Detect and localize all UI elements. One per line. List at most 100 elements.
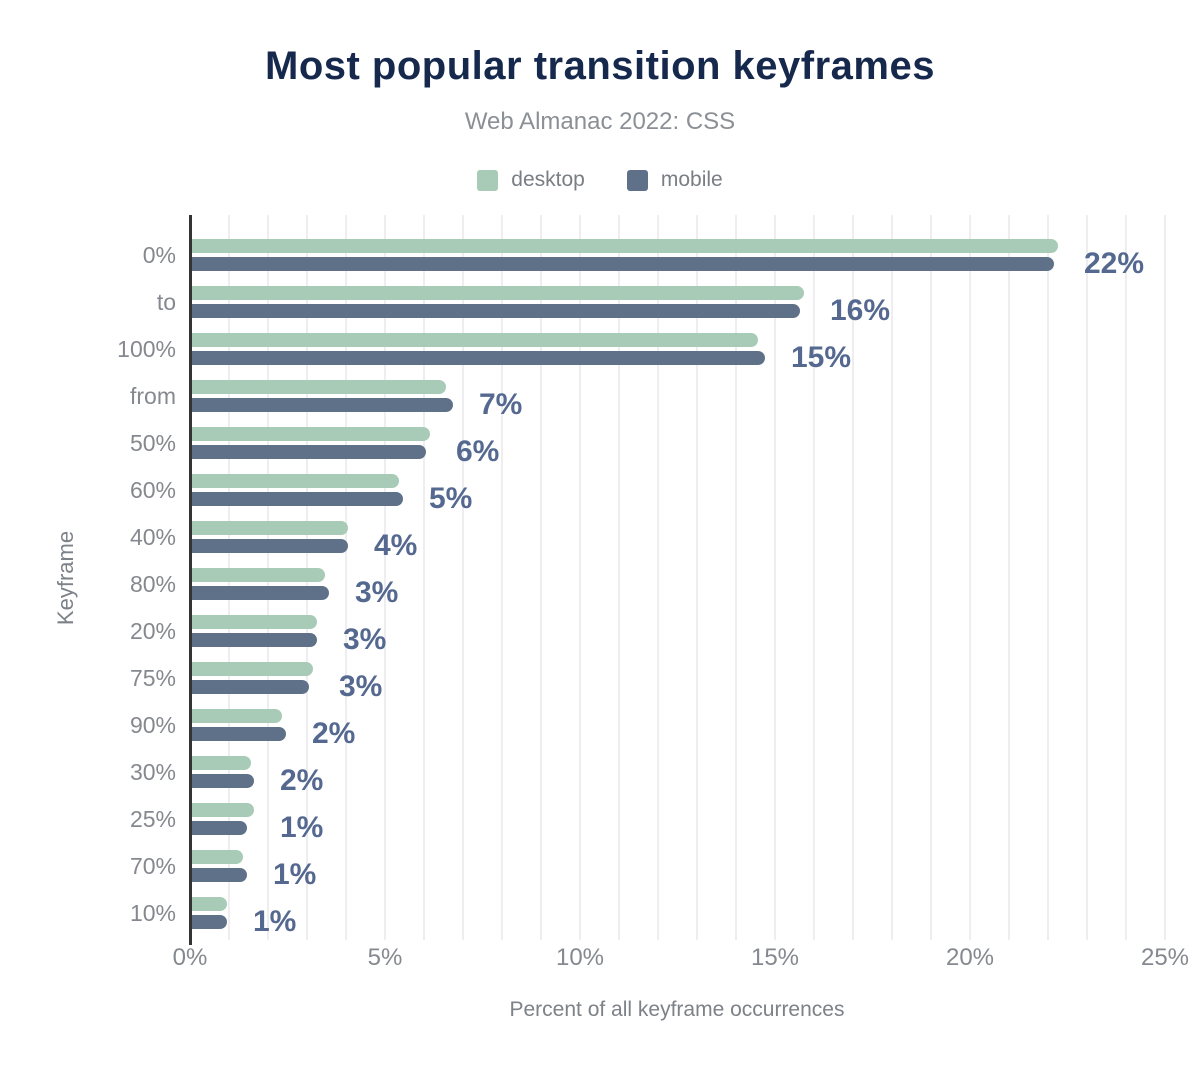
grid-line xyxy=(1047,215,1049,940)
bar-desktop xyxy=(192,286,804,300)
y-tick-label: 70% xyxy=(129,853,176,879)
grid-line xyxy=(735,215,737,940)
bar-mobile xyxy=(192,821,247,835)
bar-mobile xyxy=(192,680,309,694)
bar-desktop xyxy=(192,615,317,629)
bar-desktop xyxy=(192,709,282,723)
x-tick-label: 15% xyxy=(750,944,800,971)
grid-line xyxy=(501,215,503,940)
bar-desktop xyxy=(192,333,758,347)
y-tick-label: 10% xyxy=(129,900,176,926)
grid-line xyxy=(579,215,581,940)
y-tick-label: 80% xyxy=(129,571,176,597)
bar-mobile xyxy=(192,633,317,647)
x-axis-title: Percent of all keyframe occurrences xyxy=(509,998,845,1021)
bar-desktop xyxy=(192,568,325,582)
bar-value-label: 1% xyxy=(273,858,317,891)
x-tick-label: 20% xyxy=(945,944,995,971)
bar-desktop xyxy=(192,521,348,535)
bar-value-label: 6% xyxy=(456,435,500,468)
bar-mobile xyxy=(192,492,403,506)
grid-line xyxy=(813,215,815,940)
grid-line xyxy=(930,215,932,940)
y-tick-label: 30% xyxy=(129,759,176,785)
grid-line xyxy=(1125,215,1127,940)
bar-value-label: 4% xyxy=(374,529,418,562)
grid-line xyxy=(696,215,698,940)
bar-value-label: 7% xyxy=(479,388,523,421)
grid-line xyxy=(423,215,425,940)
grid-line xyxy=(891,215,893,940)
legend-label-mobile: mobile xyxy=(660,168,723,191)
bar-value-label: 1% xyxy=(280,811,324,844)
bar-mobile xyxy=(192,727,286,741)
bar-value-label: 2% xyxy=(312,717,356,750)
bar-mobile xyxy=(192,586,329,600)
chart-subtitle: Web Almanac 2022: CSS xyxy=(464,108,736,135)
bar-desktop xyxy=(192,850,243,864)
bar-mobile xyxy=(192,304,800,318)
legend: desktop mobile xyxy=(0,168,1200,192)
legend-label-desktop: desktop xyxy=(511,168,585,191)
grid-line xyxy=(969,215,971,940)
y-tick-label: to xyxy=(156,289,176,315)
bar-desktop xyxy=(192,380,446,394)
chart-title: Most popular transition keyframes xyxy=(265,44,935,88)
y-tick-label: 100% xyxy=(117,336,176,362)
y-axis-line xyxy=(189,215,192,945)
mobile-swatch-icon xyxy=(626,169,648,191)
x-tick-label: 5% xyxy=(367,944,403,971)
y-tick-label: 60% xyxy=(129,477,176,503)
bar-value-label: 15% xyxy=(791,341,852,374)
y-tick-label: from xyxy=(130,383,176,409)
y-tick-label: 40% xyxy=(129,524,176,550)
bar-value-label: 3% xyxy=(339,670,383,703)
grid-line xyxy=(618,215,620,940)
bar-value-label: 3% xyxy=(343,623,387,656)
grid-line xyxy=(462,215,464,940)
y-tick-label: 0% xyxy=(142,242,176,268)
bar-desktop xyxy=(192,756,251,770)
x-tick-label: 10% xyxy=(555,944,605,971)
bar-desktop xyxy=(192,803,254,817)
bar-desktop xyxy=(192,662,313,676)
y-tick-label: 25% xyxy=(129,806,176,832)
legend-item-desktop[interactable]: desktop xyxy=(477,168,585,192)
grid-line xyxy=(1164,215,1166,940)
legend-item-mobile[interactable]: mobile xyxy=(626,168,723,192)
x-tick-label: 25% xyxy=(1140,944,1190,971)
y-tick-label: 20% xyxy=(129,618,176,644)
bar-mobile xyxy=(192,774,254,788)
bar-value-label: 2% xyxy=(280,764,324,797)
grid-line xyxy=(540,215,542,940)
bar-mobile xyxy=(192,868,247,882)
grid-line xyxy=(1086,215,1088,940)
y-axis-title: Keyframe xyxy=(53,530,78,626)
bar-value-label: 22% xyxy=(1084,247,1145,280)
y-tick-label: 90% xyxy=(129,712,176,738)
grid-line xyxy=(384,215,386,940)
bar-desktop xyxy=(192,897,227,911)
bar-value-label: 16% xyxy=(830,294,891,327)
bar-mobile xyxy=(192,915,227,929)
grid-line xyxy=(657,215,659,940)
bar-desktop xyxy=(192,474,399,488)
desktop-swatch-icon xyxy=(477,169,499,191)
bar-mobile xyxy=(192,257,1054,271)
grid-line xyxy=(1008,215,1010,940)
grid-line xyxy=(774,215,776,940)
bar-value-label: 3% xyxy=(355,576,399,609)
bar-mobile xyxy=(192,539,348,553)
bar-mobile xyxy=(192,445,426,459)
y-tick-label: 75% xyxy=(129,665,176,691)
x-tick-label: 0% xyxy=(172,944,208,971)
bar-value-label: 5% xyxy=(429,482,473,515)
grid-line xyxy=(852,215,854,940)
bar-desktop xyxy=(192,239,1058,253)
y-tick-label: 50% xyxy=(129,430,176,456)
bar-desktop xyxy=(192,427,430,441)
bar-mobile xyxy=(192,351,765,365)
grid-line xyxy=(345,215,347,940)
